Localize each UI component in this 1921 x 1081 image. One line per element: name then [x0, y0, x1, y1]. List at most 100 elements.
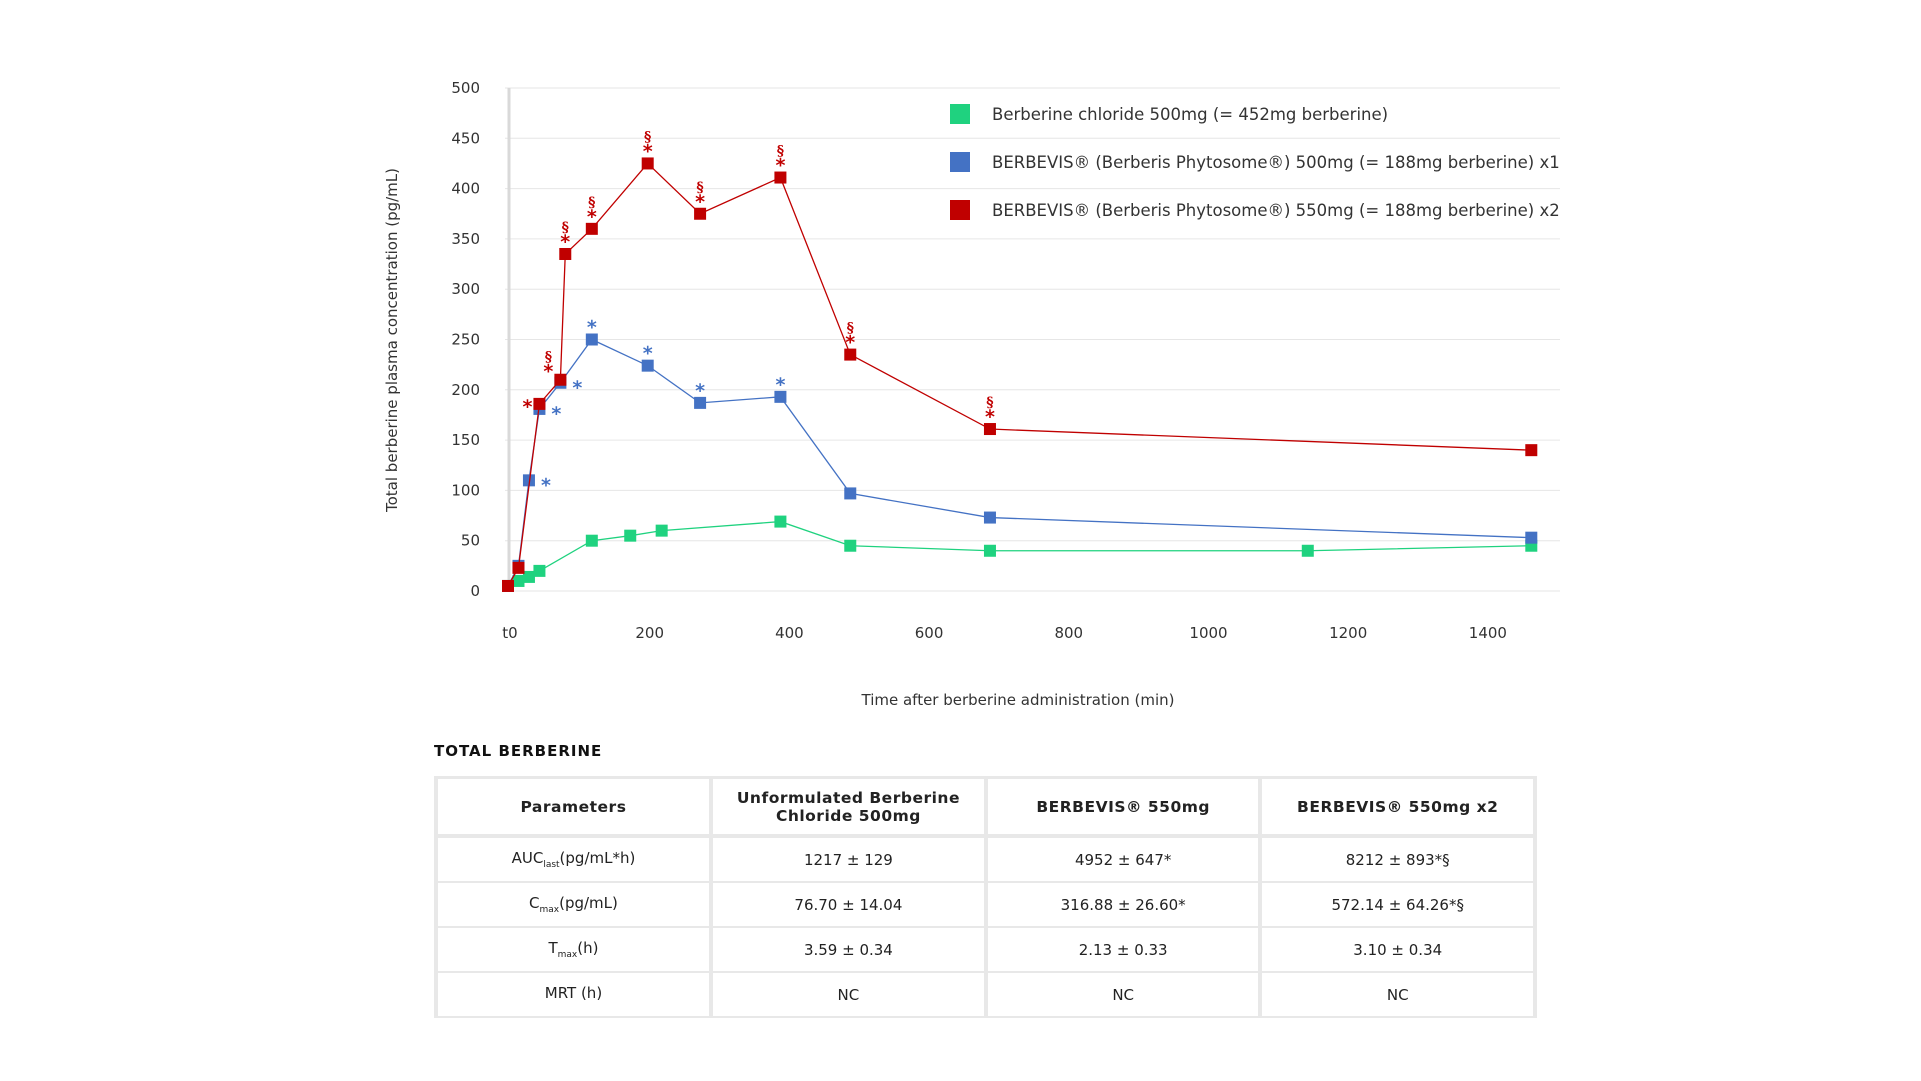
- data-point: [694, 207, 707, 220]
- significance-section-mark: §: [847, 321, 854, 337]
- significance-asterisk: *: [572, 377, 582, 399]
- legend-label: BERBEVIS® (Berberis Phytosome®) 550mg (=…: [992, 201, 1560, 220]
- x-tick-label: 1000: [1189, 624, 1227, 642]
- value-cell: 8212 ± 893*§: [1262, 838, 1537, 883]
- table-header-row: Parameters Unformulated Berberine Chlori…: [434, 776, 1537, 838]
- data-point: [502, 579, 514, 592]
- data-point: [559, 247, 572, 260]
- data-point: [585, 333, 598, 346]
- value-cell: 1217 ± 129: [712, 838, 988, 883]
- significance-asterisk: *: [775, 374, 785, 396]
- y-tick-label: 200: [451, 381, 480, 399]
- x-tick-labels: t0 200 400 600 800 1000 1200 1400: [502, 624, 1507, 642]
- significance-section-mark: §: [644, 129, 651, 145]
- legend: Berberine chloride 500mg (= 452mg berber…: [950, 104, 1560, 220]
- param-name: T: [548, 939, 558, 957]
- significance-asterisk: *: [543, 361, 553, 383]
- x-tick-label: 400: [775, 624, 804, 642]
- data-point: [641, 359, 654, 372]
- data-point: [774, 171, 787, 184]
- data-point: [512, 561, 525, 574]
- data-point: [533, 564, 546, 577]
- value-cell: 4952 ± 647*: [987, 838, 1263, 883]
- value-cell: NC: [1262, 973, 1537, 1018]
- significance-section-mark: §: [696, 180, 703, 196]
- y-gridlines: [505, 87, 1560, 592]
- header-berbevis-550-x2: BERBEVIS® 550mg x2: [1262, 776, 1537, 838]
- significance-section-mark: §: [777, 144, 784, 160]
- series-1: [502, 515, 1538, 592]
- x-tick-label: 1400: [1469, 624, 1507, 642]
- value-cell: 572.14 ± 64.26*§: [1262, 883, 1537, 928]
- legend-swatch: [950, 200, 970, 220]
- pk-parameters-table: Parameters Unformulated Berberine Chlori…: [434, 776, 1537, 1018]
- y-tick-label: 250: [451, 331, 480, 349]
- y-tick-label: 100: [451, 481, 480, 499]
- param-unit: (h): [577, 939, 599, 957]
- value-cell: 3.10 ± 0.34: [1262, 928, 1537, 973]
- data-point: [1525, 444, 1538, 457]
- significance-asterisk: *: [643, 343, 653, 365]
- value-cell: 2.13 ± 0.33: [987, 928, 1263, 973]
- data-point: [1301, 544, 1314, 557]
- data-point: [533, 397, 546, 410]
- param-unit: (pg/mL*h): [559, 849, 636, 867]
- header-parameters: Parameters: [434, 776, 713, 838]
- significance-asterisk: *: [695, 191, 705, 213]
- significance-section-mark: §: [986, 395, 993, 411]
- data-point: [983, 423, 996, 436]
- data-point: [624, 529, 637, 542]
- significance-section-mark: §: [588, 195, 595, 211]
- significance-asterisk: *: [695, 380, 705, 402]
- series-3: **§*§*§*§*§*§*§*§: [502, 129, 1538, 592]
- data-point: [512, 574, 525, 587]
- significance-asterisk: *: [775, 155, 785, 177]
- data-point: [522, 474, 535, 487]
- y-tick-label: 500: [451, 79, 480, 97]
- significance-asterisk: *: [587, 206, 597, 228]
- y-tick-label: 400: [451, 180, 480, 198]
- data-point: [694, 396, 707, 409]
- data-point: [774, 390, 787, 403]
- legend-swatch: [950, 152, 970, 172]
- x-tick-label: 800: [1054, 624, 1083, 642]
- value-cell: 3.59 ± 0.34: [712, 928, 988, 973]
- param-subscript: max: [539, 905, 560, 915]
- y-tick-label: 50: [461, 532, 480, 550]
- param-unit: (pg/mL): [559, 894, 618, 912]
- significance-asterisk: *: [541, 474, 551, 496]
- x-tick-label: 200: [635, 624, 664, 642]
- data-point: [983, 544, 996, 557]
- series-line: [507, 162, 1532, 587]
- significance-asterisk: *: [643, 140, 653, 162]
- x-tick-label: 600: [915, 624, 944, 642]
- value-cell: NC: [712, 973, 988, 1018]
- value-cell: NC: [987, 973, 1263, 1018]
- param-cell: Tmax(h): [434, 928, 713, 973]
- significance-asterisk: *: [985, 406, 995, 428]
- data-point: [585, 222, 598, 235]
- data-point: [585, 534, 598, 547]
- legend-swatch: [950, 104, 970, 124]
- param-subscript: max: [557, 950, 578, 960]
- significance-asterisk: *: [551, 403, 561, 425]
- data-point: [844, 539, 857, 552]
- x-tick-label: t0: [502, 624, 517, 642]
- significance-asterisk: *: [560, 231, 570, 253]
- table-row: AUClast(pg/mL*h) 1217 ± 129 4952 ± 647* …: [434, 838, 1537, 883]
- data-series: ****** ***§*§*§*§*§*§*§*§: [502, 129, 1538, 592]
- berberine-chart: 0 50 100 150 200 250 300 350 400 450 500 t0 200 400 6…: [383, 79, 1560, 709]
- header-unformulated: Unformulated Berberine Chloride 500mg: [712, 776, 988, 838]
- data-point: [983, 511, 996, 524]
- data-point: [554, 373, 567, 386]
- legend-label: BERBEVIS® (Berberis Phytosome®) 500mg (=…: [992, 153, 1560, 172]
- y-tick-label: 350: [451, 230, 480, 248]
- value-cell: 76.70 ± 14.04: [712, 883, 988, 928]
- data-point: [844, 487, 857, 500]
- table-row: Cmax(pg/mL) 76.70 ± 14.04 316.88 ± 26.60…: [434, 883, 1537, 928]
- data-point: [774, 515, 787, 528]
- significance-section-mark: §: [562, 220, 569, 236]
- y-tick-label: 450: [451, 129, 480, 147]
- y-axis-label: Total berberine plasma concentration (pg…: [383, 168, 401, 513]
- y-tick-label: 300: [451, 280, 480, 298]
